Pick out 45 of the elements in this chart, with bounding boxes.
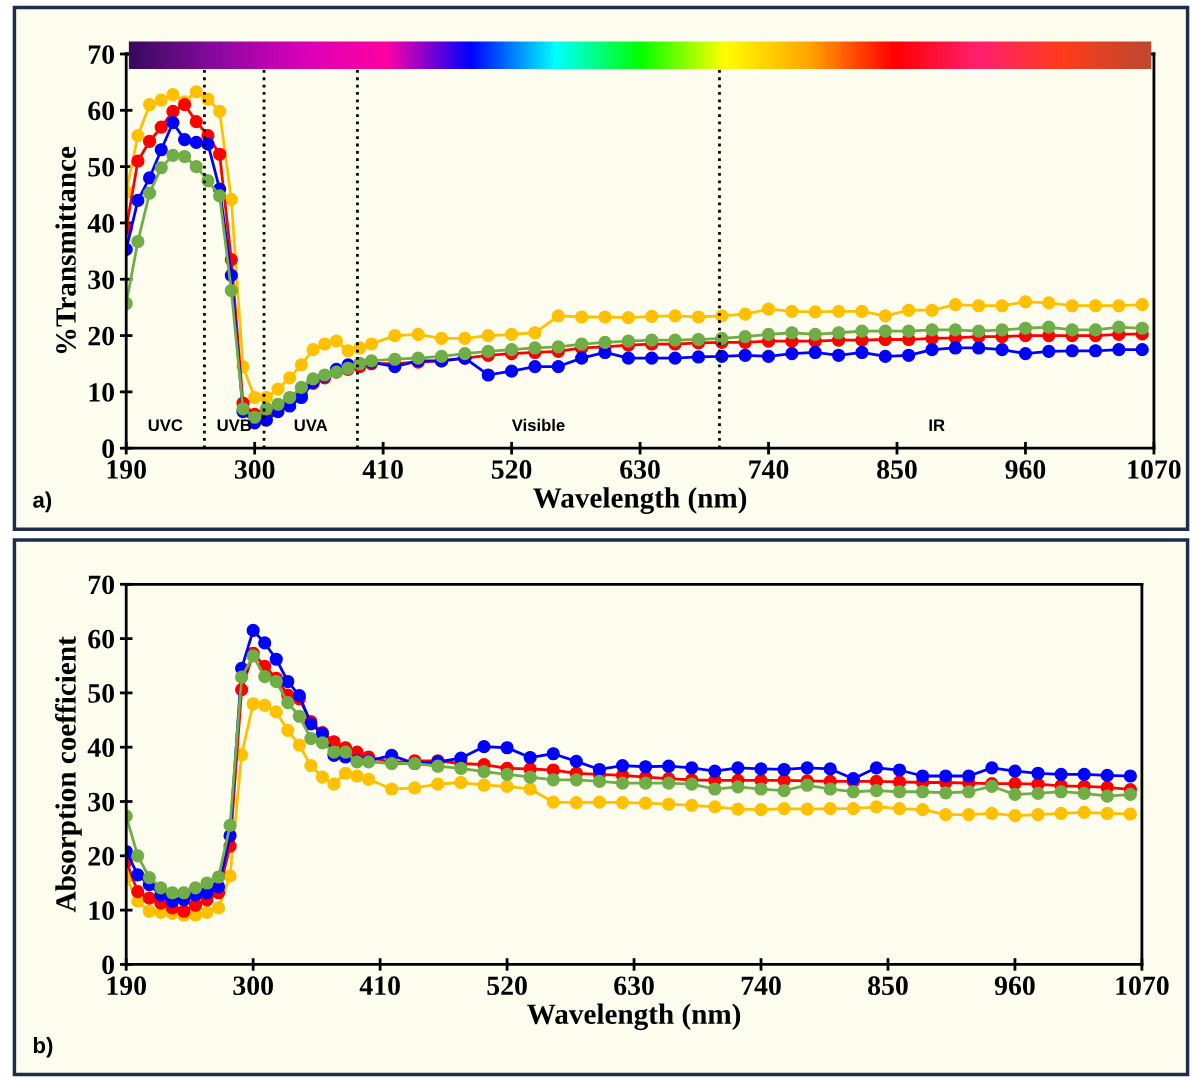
x-tick-label: 410 bbox=[359, 976, 400, 996]
x-tick-label: 300 bbox=[233, 976, 273, 996]
y-tick-label: 70 bbox=[88, 575, 115, 595]
x-tick-label: 740 bbox=[741, 976, 781, 996]
x-tick-label: 630 bbox=[614, 976, 654, 996]
y-tick-label: 10 bbox=[89, 901, 115, 921]
y-tick-label: 40 bbox=[87, 214, 115, 233]
y-tick-label: 60 bbox=[88, 101, 115, 121]
y-tick-label: 50 bbox=[88, 157, 115, 177]
annotation: Visible bbox=[511, 418, 565, 432]
y-tick-label: 20 bbox=[88, 846, 115, 866]
text: b) bbox=[33, 1036, 53, 1058]
x-tick-label: 960 bbox=[1005, 460, 1046, 479]
y-tick-label: 0 bbox=[102, 439, 115, 459]
annotation: UVA bbox=[294, 419, 328, 432]
y-tick-label: 50 bbox=[88, 684, 115, 703]
x-tick-label: 1070 bbox=[1116, 976, 1169, 996]
y-tick-label: 70 bbox=[88, 45, 115, 64]
x-axis-title: Wavelength (nm) bbox=[533, 487, 747, 514]
x-tick-label: 300 bbox=[234, 460, 275, 479]
annotation: UVB bbox=[217, 419, 252, 432]
x-tick-label: 190 bbox=[107, 976, 146, 996]
y-tick-label: 10 bbox=[89, 383, 115, 402]
y-tick-label: 60 bbox=[88, 629, 115, 649]
x-tick-label: 850 bbox=[877, 460, 917, 479]
y-tick-label: 0 bbox=[102, 955, 115, 975]
x-tick-label: 520 bbox=[491, 460, 532, 479]
x-tick-label: 850 bbox=[868, 976, 908, 996]
annotation: IR bbox=[929, 419, 945, 431]
x-tick-label: 960 bbox=[994, 976, 1035, 996]
y-tick-label: 30 bbox=[88, 792, 115, 812]
x-axis-title: Wavelength (nm) bbox=[527, 1003, 741, 1031]
x-tick-label: 190 bbox=[107, 460, 146, 479]
y-tick-label: 30 bbox=[88, 270, 115, 290]
y-tick-label: 40 bbox=[87, 738, 115, 758]
x-tick-label: 740 bbox=[749, 460, 789, 479]
y-axis-title: Absorption coefficient bbox=[55, 636, 82, 913]
x-tick-label: 1070 bbox=[1128, 460, 1181, 479]
y-axis-title: %Transmittance bbox=[55, 146, 76, 354]
x-tick-label: 630 bbox=[620, 460, 660, 479]
y-tick-label: 20 bbox=[88, 326, 115, 346]
x-tick-label: 520 bbox=[487, 976, 527, 996]
annotation: UVC bbox=[148, 419, 183, 432]
x-tick-label: 410 bbox=[362, 460, 403, 479]
text: a) bbox=[33, 491, 52, 513]
